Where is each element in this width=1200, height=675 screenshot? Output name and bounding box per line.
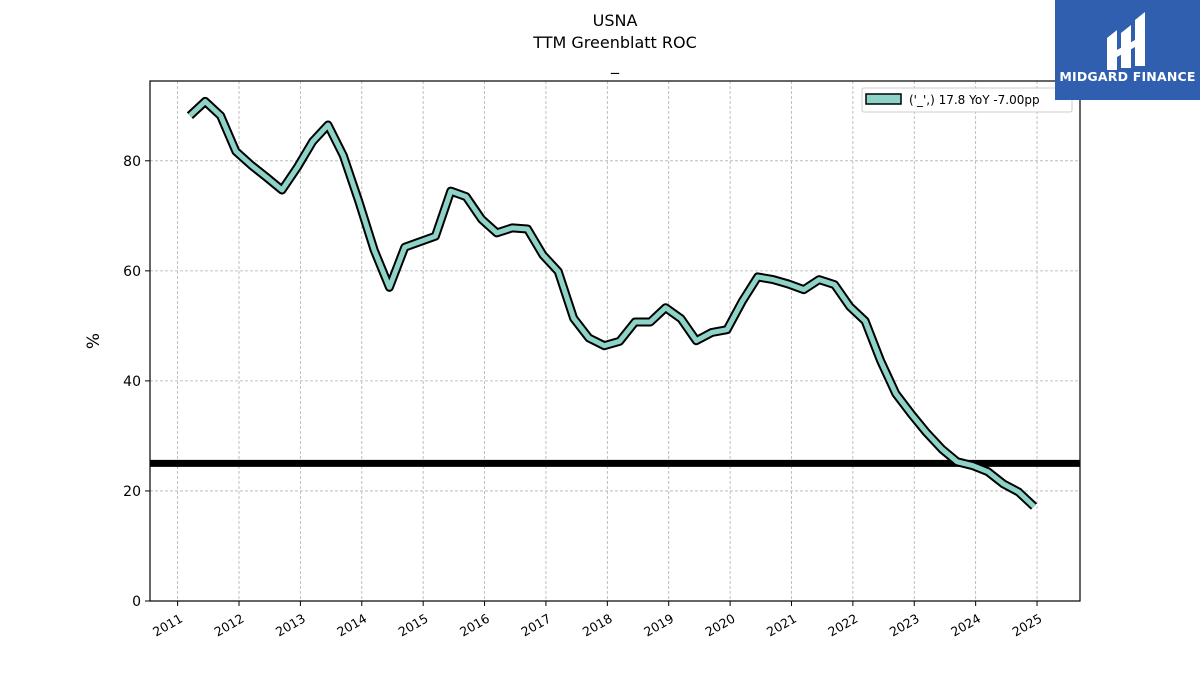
x-tick-label: 2017 xyxy=(518,611,553,640)
x-tick-label: 2021 xyxy=(764,611,799,640)
x-tick-label: 2014 xyxy=(334,611,369,640)
x-tick-label: 2013 xyxy=(273,611,308,640)
x-tick-label: 2012 xyxy=(211,611,246,640)
y-tick-label: 40 xyxy=(123,374,141,390)
y-tick-label: 60 xyxy=(123,264,141,280)
series-line-outline xyxy=(186,96,1038,510)
y-tick-label: 20 xyxy=(123,484,141,500)
y-axis-label: % xyxy=(84,333,104,349)
series-line xyxy=(188,98,1036,509)
chart-subtitle: TTM Greenblatt ROC xyxy=(533,33,697,52)
logo-mark-icon xyxy=(1107,12,1145,70)
logo-text: MIDGARD FINANCE xyxy=(1059,69,1196,84)
legend: ('_',) 17.8 YoY -7.00pp xyxy=(861,87,1073,113)
x-tick-label: 2015 xyxy=(396,611,431,640)
x-tick-label: 2016 xyxy=(457,611,492,640)
x-tick-label: 2023 xyxy=(887,611,922,640)
x-tick-label: 2011 xyxy=(150,611,185,640)
company-logo: MIDGARD FINANCE xyxy=(1055,0,1200,100)
x-tick-label: 2020 xyxy=(703,611,738,640)
axes: 0 20 40 60 80 2011 2012 2013 2014 2015 2016 2017 201… xyxy=(123,154,1044,640)
x-tick-label: 2024 xyxy=(948,611,983,640)
chart-title: USNA xyxy=(592,11,638,30)
y-tick-label: 80 xyxy=(123,154,141,170)
plot-frame xyxy=(149,80,1081,602)
legend-box xyxy=(861,87,1073,113)
chart-title-suffix: _ xyxy=(611,55,619,74)
x-tick-label: 2022 xyxy=(825,611,860,640)
series-layer xyxy=(186,96,1038,510)
x-tick-label: 2025 xyxy=(1009,611,1044,640)
y-tick-label: 0 xyxy=(132,594,141,610)
legend-swatch xyxy=(865,93,902,105)
x-tick-label: 2018 xyxy=(580,611,615,640)
x-tick-label: 2019 xyxy=(641,611,676,640)
legend-label: ('_',) 17.8 YoY -7.00pp xyxy=(909,93,1040,107)
